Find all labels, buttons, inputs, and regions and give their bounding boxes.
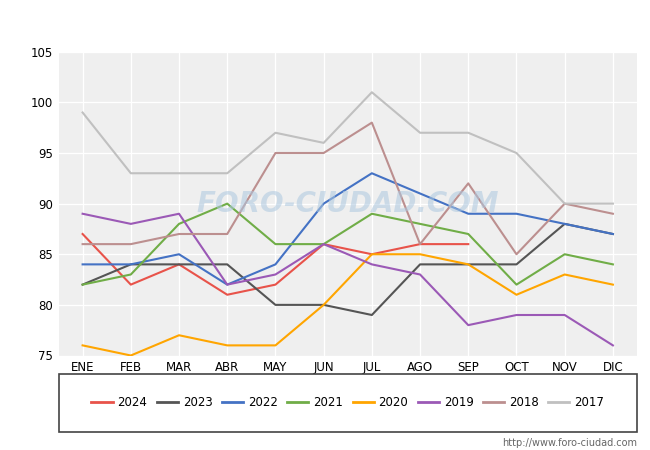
Legend: 2024, 2023, 2022, 2021, 2020, 2019, 2018, 2017: 2024, 2023, 2022, 2021, 2020, 2019, 2018… [86,392,609,414]
FancyBboxPatch shape [58,374,637,432]
Text: http://www.foro-ciudad.com: http://www.foro-ciudad.com [502,438,637,448]
Text: FORO-CIUDAD.COM: FORO-CIUDAD.COM [196,189,499,218]
Text: Afiliados en Val de San Lorenzo a 30/9/2024: Afiliados en Val de San Lorenzo a 30/9/2… [134,14,516,33]
